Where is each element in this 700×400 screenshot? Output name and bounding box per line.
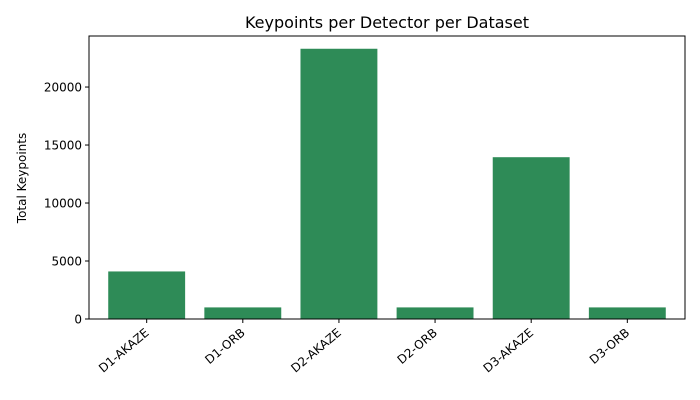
bar-d3-orb <box>588 307 666 319</box>
bars-group <box>108 48 666 319</box>
y-tick-label: 20000 <box>44 81 82 95</box>
x-axis-ticks: D1-AKAZE D1-ORB D2-AKAZE D2-ORB D3-AKAZE D3-O… <box>96 319 632 375</box>
y-tick-label: 10000 <box>44 197 82 211</box>
plot-frame <box>88 35 686 320</box>
x-tick-label: D2-ORB <box>395 326 440 367</box>
x-tick-label: D3-AKAZE <box>481 326 537 376</box>
y-tick-label: 5000 <box>51 255 82 269</box>
x-tick-label: D2-AKAZE <box>288 326 344 376</box>
bar-d2-akaze <box>300 48 378 319</box>
bar-d1-akaze <box>108 271 186 319</box>
y-axis-label: Total Keypoints <box>15 133 29 224</box>
y-axis-ticks: 0 5000 10000 15000 20000 <box>44 81 89 327</box>
bar-d2-orb <box>396 307 474 319</box>
y-tick-label: 15000 <box>44 139 82 153</box>
y-tick-label: 0 <box>74 313 82 327</box>
x-tick-label: D1-AKAZE <box>96 326 152 376</box>
bar-d1-orb <box>204 307 282 319</box>
chart-title: Keypoints per Detector per Dataset <box>245 13 529 32</box>
x-tick-label: D1-ORB <box>202 326 247 367</box>
bar-d3-akaze <box>492 157 570 319</box>
x-tick-label: D3-ORB <box>587 326 632 367</box>
